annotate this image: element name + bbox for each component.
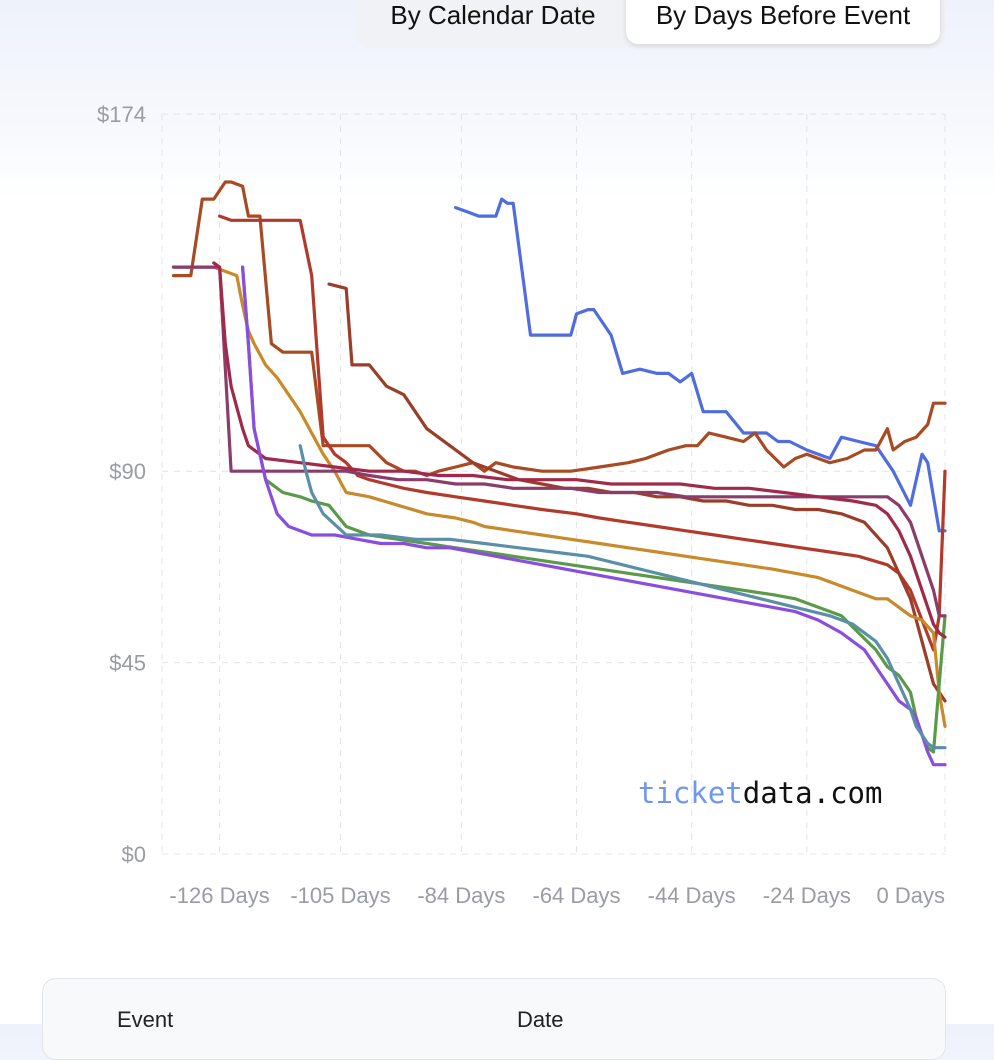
view-toggle: By Calendar Date By Days Before Event: [356, 0, 946, 48]
tab-by-days-before-event[interactable]: By Days Before Event: [626, 0, 940, 44]
series-line-3: [327, 282, 947, 703]
series-line-5: [241, 265, 947, 754]
x-tick-label: -126 Days: [169, 883, 269, 908]
watermark-part2: data.com: [742, 776, 883, 810]
y-tick-label: $90: [109, 459, 146, 484]
series-line-8: [241, 265, 947, 767]
series-line-2: [218, 214, 947, 652]
watermark: ticketdata.com: [638, 776, 882, 810]
series-line-4: [171, 265, 947, 728]
column-header-event: Event: [117, 1007, 174, 1032]
x-tick-label: -24 Days: [763, 883, 851, 908]
x-tick-label: -84 Days: [417, 883, 505, 908]
events-table: Event Date: [42, 978, 946, 1060]
column-header-date: Date: [517, 1007, 564, 1032]
series-line-7: [212, 261, 947, 639]
y-tick-label: $45: [109, 651, 146, 676]
watermark-part1: ticket: [638, 776, 743, 810]
tab-by-calendar-date[interactable]: By Calendar Date: [390, 0, 596, 30]
y-tick-label: $0: [122, 842, 146, 867]
x-tick-label: 0 Days: [877, 883, 945, 908]
x-tick-label: -105 Days: [290, 883, 390, 908]
series-line-6: [171, 265, 947, 618]
x-tick-label: -64 Days: [533, 883, 621, 908]
series-line-1: [171, 180, 947, 478]
price-chart: $174 $90 $45 $0 -126 Days -105 Days -84 Days -6…: [97, 102, 947, 908]
series-line-0: [454, 197, 947, 533]
x-tick-label: -44 Days: [648, 883, 736, 908]
y-tick-label: $174: [97, 102, 146, 127]
series-line-9: [298, 444, 947, 750]
